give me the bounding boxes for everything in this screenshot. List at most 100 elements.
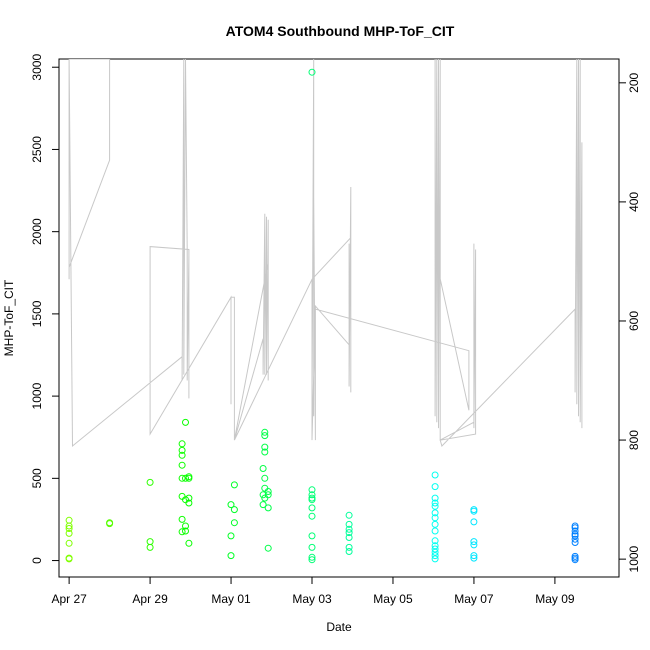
data-point [345,525,353,533]
y-tick-label: 500 [30,468,44,488]
data-point [571,527,579,535]
data-point [65,525,73,532]
y-axis-label: MHP-ToF_CIT [2,279,16,356]
data-point [178,446,186,454]
data-point [264,544,272,552]
data-point [308,68,316,76]
x-axis-label: Date [326,620,352,634]
data-point [345,534,353,541]
series-line [68,59,583,448]
data-point [470,507,478,515]
data-point [431,527,439,535]
chart-title: ATOM4 Southbound MHP-ToF_CIT [226,23,455,39]
data-point [178,492,186,500]
data-point [431,555,439,563]
y-tick-label: 1500 [30,300,44,327]
data-point [470,552,478,560]
data-point [431,548,439,556]
data-point [345,511,353,519]
data-point [345,529,353,537]
data-point [308,512,316,520]
x-tick-label: Apr 27 [51,592,87,606]
y2-tick-label: 400 [627,192,641,212]
data-point [182,522,189,530]
x-tick-label: May 03 [292,592,332,606]
secondary-line-layer [68,59,583,448]
y-tick-label: 3000 [30,54,44,81]
data-point [470,518,478,526]
data-point [178,528,186,536]
y2-tick-label: 600 [627,311,641,331]
scatter-points [65,68,579,564]
data-point [431,537,439,545]
y-tick-label: 2000 [30,218,44,245]
data-point [571,535,579,543]
x-tick-label: Apr 29 [132,592,168,606]
plot-frame [58,58,620,578]
data-point [178,440,186,448]
data-point [65,555,73,563]
data-point [230,519,238,527]
data-point [178,515,186,523]
data-point [431,502,439,510]
y2-tick-label: 800 [627,430,641,450]
data-point [227,532,235,540]
data-point [146,543,154,551]
data-point [571,532,579,540]
data-point [431,520,439,528]
data-point [431,483,439,491]
x-tick-label: May 05 [373,592,413,606]
data-point [308,486,316,494]
x-tick-label: May 01 [211,592,251,606]
data-point [571,556,579,564]
data-point [308,543,316,551]
data-point [345,543,353,551]
data-point [65,522,73,530]
data-point [571,539,579,546]
data-point [185,539,193,547]
data-point [146,538,154,546]
y-tick-label: 1000 [30,382,44,409]
x-axis: Apr 27 Apr 29 May 01 May 03 May 05 May 07 May … [51,576,575,606]
data-point [227,552,235,560]
y2-axis: 200 400 600 800 1000 [618,72,641,572]
data-point [431,552,439,560]
data-point [261,432,269,440]
data-point [259,491,267,499]
data-point [230,481,238,489]
data-point [259,501,267,509]
data-point [308,504,316,512]
data-point [308,491,316,499]
y-tick-label: 0 [30,557,44,564]
data-point [431,499,439,507]
data-point [185,494,193,502]
x-tick-label: May 07 [454,592,494,606]
data-point [431,471,439,479]
data-point [470,541,478,549]
data-point [308,496,316,504]
data-point [182,527,189,535]
data-point [65,529,73,537]
data-point [431,545,439,553]
data-point [264,491,272,499]
data-point [65,516,73,524]
data-point [178,451,186,459]
data-point [261,448,269,456]
data-point [259,465,267,472]
data-point [308,556,316,564]
data-point [178,461,186,469]
data-point [230,506,238,514]
data-point [185,499,193,507]
data-point [345,520,353,528]
data-point [65,539,73,547]
data-point [431,494,439,502]
data-point [261,443,269,451]
y-tick-label: 2500 [30,136,44,163]
data-point [182,418,189,426]
data-point [261,474,269,482]
data-point [264,488,272,495]
data-point [264,504,272,512]
data-point [470,554,478,562]
data-point [185,474,193,482]
data-point [261,428,269,436]
